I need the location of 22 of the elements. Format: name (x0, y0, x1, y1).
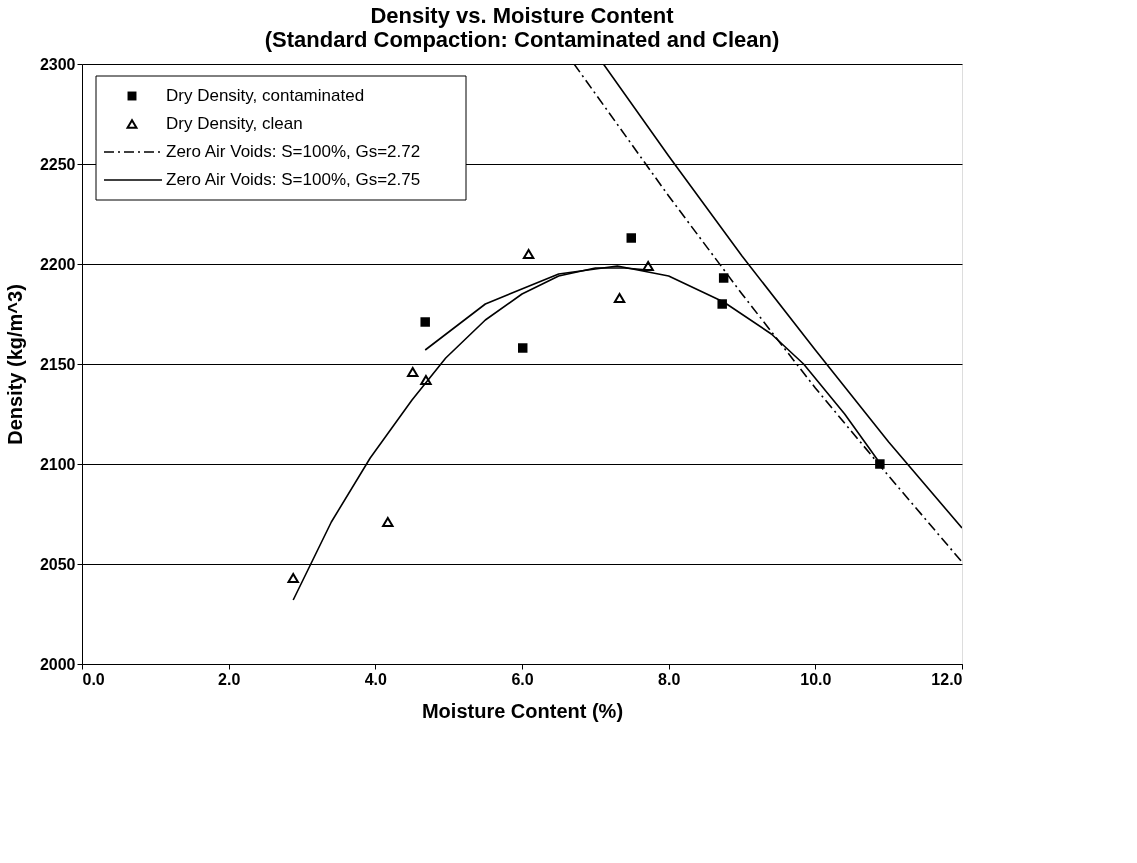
x-tick-label: 4.0 (364, 670, 388, 688)
y-tick-label: 2100 (39, 455, 76, 473)
legend-label: Zero Air Voids: S=100%, Gs=2.72 (166, 142, 421, 161)
x-tick-label: 8.0 (658, 670, 681, 688)
x-tick-label: 0.0 (82, 670, 105, 688)
y-tick-label: 2050 (39, 555, 76, 573)
x-tick-label: 6.0 (511, 670, 534, 688)
y-tick-label: 2200 (39, 255, 76, 273)
legend-label: Dry Density, contaminated (166, 86, 365, 105)
y-tick-label: 2300 (39, 55, 76, 73)
y-axis-title: Density (kg/m^3) (3, 284, 26, 445)
y-tick-label: 2250 (39, 155, 76, 173)
legend-label: Zero Air Voids: S=100%, Gs=2.75 (166, 170, 421, 189)
x-tick-label: 12.0 (931, 670, 963, 688)
chart-subtitle: (Standard Compaction: Contaminated and Clean) (264, 27, 780, 52)
x-axis-title: Moisture Content (%) (421, 699, 624, 722)
x-tick-label: 10.0 (800, 670, 832, 688)
y-tick-label: 2000 (39, 655, 76, 673)
chart-title: Density vs. Moisture Content (370, 3, 675, 28)
legend-label: Dry Density, clean (166, 114, 303, 133)
y-tick-label: 2150 (39, 355, 76, 373)
x-tick-label: 2.0 (218, 670, 241, 688)
